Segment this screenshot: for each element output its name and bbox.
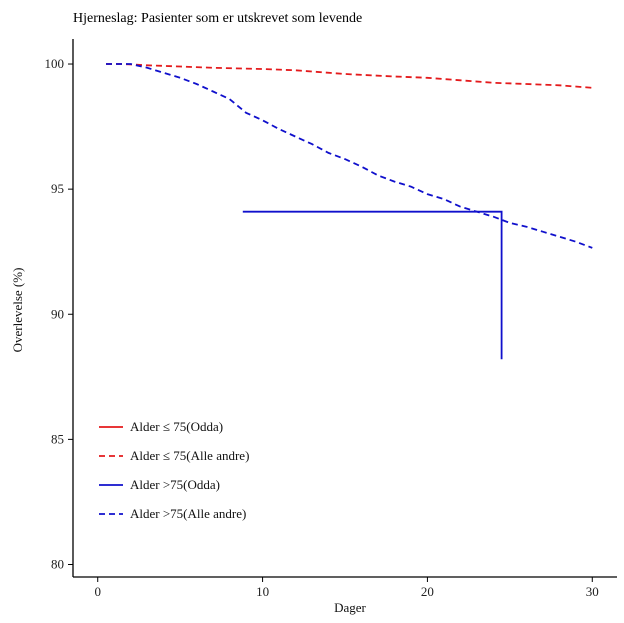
- legend-label-3: Alder >75(Odda): [130, 477, 220, 492]
- series-line-2: [106, 63, 593, 89]
- y-tick-label: 80: [51, 556, 64, 571]
- legend-label-1: Alder ≤ 75(Odda): [130, 419, 223, 434]
- chart-title: Hjerneslag: Pasienter som er utskrevet s…: [73, 11, 362, 26]
- x-tick-label: 10: [256, 584, 269, 599]
- series-line-4: [106, 63, 593, 249]
- x-tick-label: 0: [94, 584, 101, 599]
- series-line-3: [242, 210, 503, 360]
- y-tick-label: 90: [51, 306, 64, 321]
- legend-label-4: Alder >75(Alle andre): [130, 506, 246, 521]
- y-tick-label: 100: [45, 56, 65, 71]
- x-tick-label: 20: [421, 584, 434, 599]
- x-axis-title: Dager: [334, 600, 366, 615]
- y-tick-label: 85: [51, 431, 64, 446]
- axes: 0 10 20 30 80 85 90 95 100: [45, 39, 617, 599]
- y-tick-label: 95: [51, 181, 64, 196]
- x-tick-label: 30: [586, 584, 599, 599]
- y-axis-title: Overlevelse (%): [10, 268, 25, 353]
- series-layer: [106, 63, 593, 360]
- legend: Alder ≤ 75(Odda) Alder ≤ 75(Alle andre) Al…: [99, 419, 249, 521]
- legend-label-2: Alder ≤ 75(Alle andre): [130, 448, 249, 463]
